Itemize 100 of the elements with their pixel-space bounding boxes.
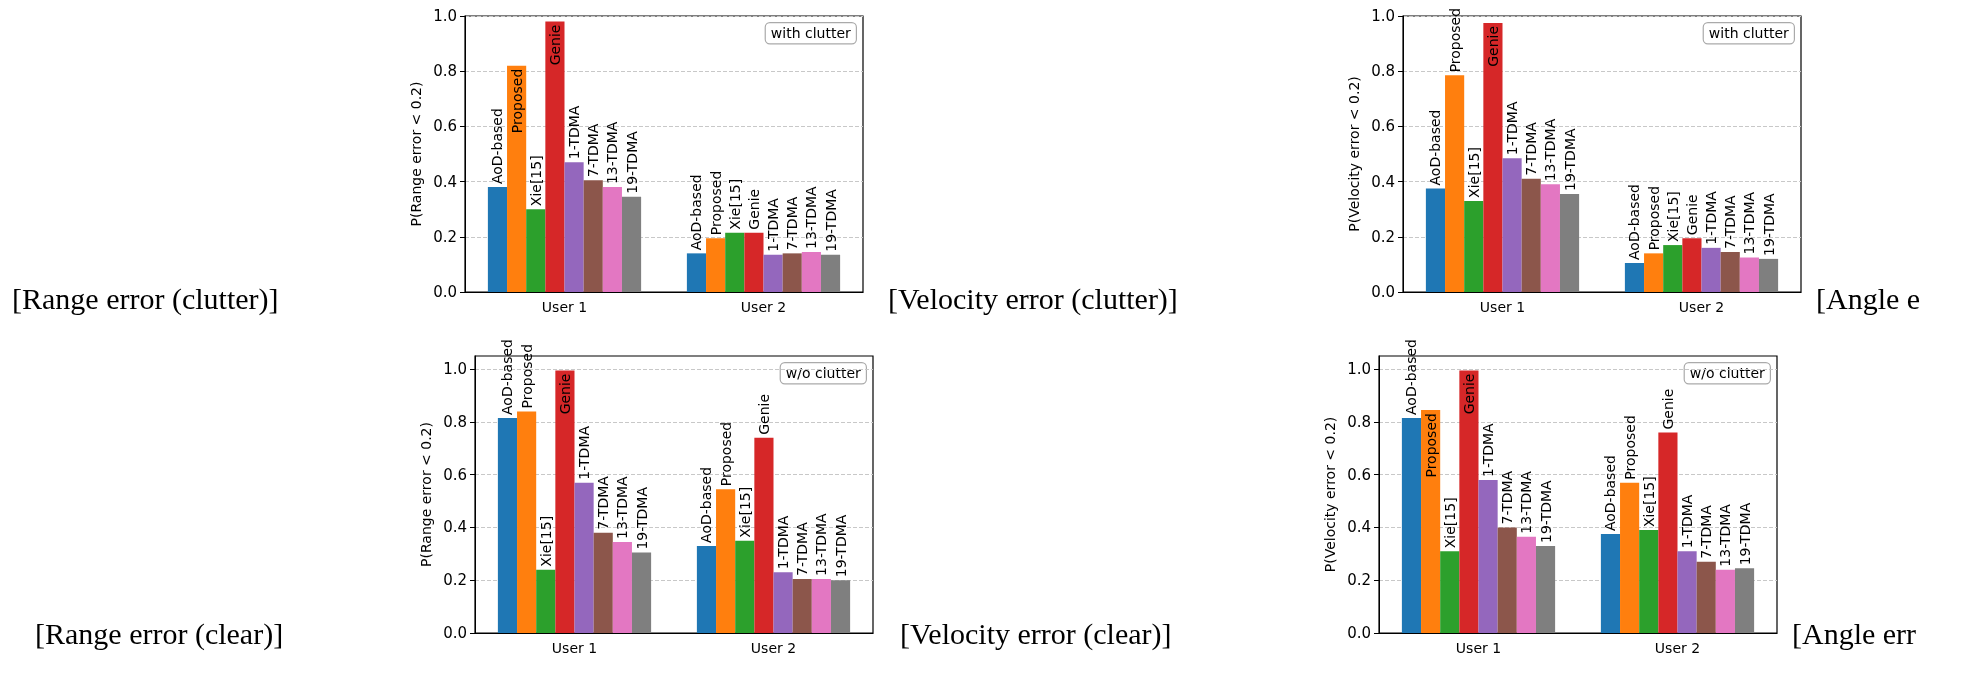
y-tick-label: 0.8 (1347, 412, 1371, 431)
bar (801, 251, 821, 292)
bar (725, 232, 745, 292)
text: 1-TDMA (1679, 494, 1696, 549)
bar (1715, 569, 1735, 633)
y-tick-label: 0.4 (1371, 172, 1395, 191)
bar (1739, 257, 1759, 292)
text: 1-TDMA (1480, 422, 1497, 477)
bar (1734, 568, 1755, 633)
text: 13-TDMA (813, 513, 830, 576)
bar (1459, 370, 1479, 633)
text: 1-TDMA (775, 515, 792, 570)
bar (574, 482, 594, 633)
text: Xie[15] (537, 515, 554, 567)
y-tick-label: 0.8 (443, 412, 467, 431)
y-tick-label: 0.8 (433, 62, 457, 81)
bar (1421, 410, 1441, 633)
text: AoD-based (1427, 109, 1444, 186)
annotation: with clutter (770, 25, 852, 42)
y-tick-label: 0.2 (1347, 571, 1371, 590)
text: 19-TDMA (623, 130, 640, 194)
bar (631, 552, 652, 633)
text: Genie (755, 393, 772, 435)
text: 13-TDMA (1741, 191, 1758, 255)
text: Xie[15] (736, 486, 753, 538)
text: AoD-based (489, 108, 506, 185)
text: 13-TDMA (614, 475, 631, 539)
text: 19-TDMA (822, 189, 839, 252)
text: 13-TDMA (1717, 504, 1734, 567)
text: 7-TDMA (1523, 121, 1540, 176)
bar (583, 180, 603, 292)
bar (517, 411, 537, 633)
annotation: w/o clutter (785, 365, 862, 382)
y-tick-label: 0.2 (1371, 227, 1395, 246)
text: [Range error (clutter)] (12, 281, 279, 316)
bar (1644, 253, 1664, 292)
bar (1440, 551, 1460, 633)
bar (1677, 551, 1697, 633)
bar (1682, 238, 1702, 292)
bar (1464, 200, 1484, 292)
bar (621, 196, 642, 292)
bar (497, 418, 518, 633)
y-tick-label: 1.0 (443, 360, 467, 379)
bar (782, 253, 802, 292)
bar (555, 370, 575, 633)
text: 19-TDMA (1736, 502, 1753, 566)
text: 1-TDMA (765, 198, 782, 252)
bar (735, 540, 755, 633)
text: AoD-based (1626, 184, 1643, 261)
bar (696, 545, 717, 633)
text: [Range error (clear)] (35, 616, 284, 651)
text: AoD-based (499, 339, 516, 415)
bar (686, 253, 707, 292)
text: Genie (745, 188, 762, 230)
series-label: Genie (546, 24, 563, 66)
text: 1-TDMA (566, 105, 583, 160)
series-label: Genie (556, 373, 573, 415)
y-tick-label: 0.0 (443, 624, 467, 642)
text: [Angle err (1792, 616, 1917, 650)
series-label: Genie (1484, 25, 1501, 67)
text: 13-TDMA (1518, 470, 1535, 534)
bar (526, 209, 546, 292)
text: Genie (1683, 194, 1700, 236)
series-label: Genie (1460, 373, 1477, 415)
text: Proposed (1645, 185, 1662, 251)
text: Xie[15] (527, 155, 544, 207)
y-axis-title: P(Range error < 0.2) (418, 422, 434, 567)
y-tick-label: 0.4 (1347, 518, 1371, 537)
bar (1497, 527, 1517, 633)
text: 1-TDMA (576, 425, 593, 480)
text: 1-TDMA (1703, 191, 1720, 245)
text: Proposed (707, 170, 724, 236)
x-tick-label: User 2 (740, 299, 787, 315)
bar (1624, 263, 1645, 292)
bar (1559, 194, 1580, 292)
y-tick-label: 0.0 (1371, 283, 1395, 301)
bar (507, 65, 527, 292)
bar (1502, 158, 1522, 292)
text: 7-TDMA (784, 196, 801, 251)
text: 13-TDMA (604, 121, 621, 185)
text: 19-TDMA (1537, 479, 1554, 543)
text: 7-TDMA (1722, 195, 1739, 249)
annotation: with clutter (1708, 25, 1790, 42)
y-axis-title: P(Velocity error < 0.2) (1322, 416, 1338, 573)
x-tick-label: User 1 (551, 640, 598, 656)
y-tick-label: 0.2 (443, 571, 467, 590)
bar (1445, 75, 1465, 292)
bar (1540, 184, 1560, 292)
text: [Angle e (1816, 281, 1921, 315)
y-tick-label: 0.8 (1371, 62, 1395, 81)
text: 19-TDMA (1561, 128, 1578, 192)
bar (706, 238, 726, 292)
text: 7-TDMA (585, 123, 602, 178)
bar (1401, 418, 1422, 633)
series-label: Proposed (508, 68, 525, 134)
y-tick-label: 1.0 (433, 7, 457, 25)
y-tick-label: 0.2 (433, 227, 457, 246)
annotation: w/o clutter (1689, 365, 1766, 382)
bar (1535, 545, 1556, 633)
text: Xie[15] (726, 178, 743, 230)
